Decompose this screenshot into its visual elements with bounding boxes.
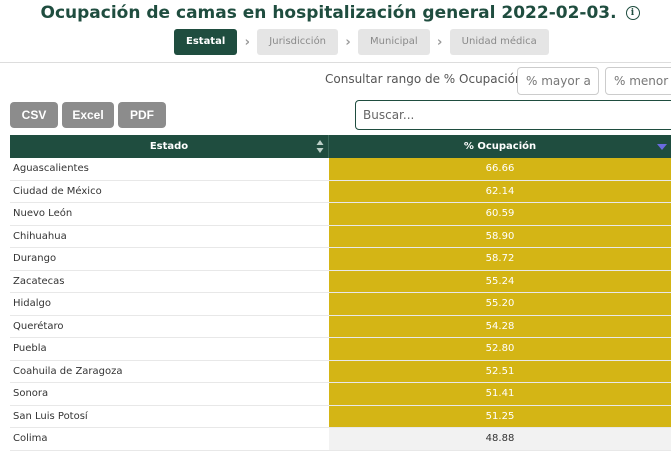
cell-ocupacion: 58.90 xyxy=(329,225,671,247)
cell-estado: Nuevo León xyxy=(13,208,73,219)
excel-button[interactable]: Excel xyxy=(62,102,114,128)
table-row: Aguascalientes 66.66 xyxy=(10,158,671,181)
divider xyxy=(0,62,671,63)
table-header: Estado % Ocupación xyxy=(10,135,671,158)
cell-estado: Hidalgo xyxy=(13,298,52,309)
cell-estado: Colima xyxy=(13,433,48,444)
table-row: Sonora 51.41 xyxy=(10,383,671,406)
table-row: Querétaro 54.28 xyxy=(10,315,671,338)
cell-ocupacion: 66.66 xyxy=(329,158,671,180)
cell-estado: Coahuila de Zaragoza xyxy=(13,365,123,377)
pdf-button[interactable]: PDF xyxy=(118,102,166,128)
table-row: Hidalgo 55.20 xyxy=(10,293,671,316)
level-selector: Estatal › Jurisdicción › Municipal › Uni… xyxy=(174,29,549,55)
cell-ocupacion: 54.28 xyxy=(329,315,671,337)
cell-ocupacion: 52.80 xyxy=(329,338,671,360)
column-label: % Ocupación xyxy=(463,141,537,152)
table-row: Puebla 52.80 xyxy=(10,338,671,361)
cell-estado: Aguascalientes xyxy=(13,163,89,174)
table-row: Colima 48.88 xyxy=(10,428,671,451)
cell-estado: Zacatecas xyxy=(13,275,65,287)
page-title: Ocupación de camas en hospitalización ge… xyxy=(0,3,671,23)
cell-ocupacion: 55.24 xyxy=(329,270,671,292)
chevron-right-icon: › xyxy=(244,34,250,50)
level-municipal-button[interactable]: Municipal xyxy=(358,29,430,55)
cell-estado: Ciudad de México xyxy=(13,185,102,197)
table-row: Nuevo León 60.59 xyxy=(10,203,671,226)
column-label: Estado xyxy=(149,141,189,152)
sort-desc-icon[interactable] xyxy=(657,144,667,150)
cell-ocupacion: 58.72 xyxy=(329,248,671,270)
title-date: 2022-02-03. xyxy=(501,3,617,23)
cell-estado: Puebla xyxy=(13,343,47,354)
cell-ocupacion: 52.51 xyxy=(329,360,671,382)
sort-both-icon[interactable] xyxy=(316,139,324,154)
table-row: San Luis Potosí 51.25 xyxy=(10,405,671,428)
table-row: Coahuila de Zaragoza 52.51 xyxy=(10,360,671,383)
chevron-right-icon: › xyxy=(345,34,351,50)
table-row: Ciudad de México 62.14 xyxy=(10,180,671,203)
table-row: Durango 58.72 xyxy=(10,248,671,271)
cell-ocupacion: 51.25 xyxy=(329,405,671,427)
cell-ocupacion: 48.88 xyxy=(329,428,671,450)
table-row: Zacatecas 55.24 xyxy=(10,270,671,293)
range-max-input[interactable]: % menor a xyxy=(605,67,671,95)
table-row: Chihuahua 58.90 xyxy=(10,225,671,248)
cell-ocupacion: 60.59 xyxy=(329,203,671,225)
occupancy-table: Estado % Ocupación Aguascalientes 66.66 Ci… xyxy=(10,135,671,451)
cell-estado: Durango xyxy=(13,253,57,264)
cell-ocupacion: 51.41 xyxy=(329,383,671,405)
cell-estado: Querétaro xyxy=(13,320,64,332)
level-unidad-medica-button[interactable]: Unidad médica xyxy=(449,29,549,55)
table-body: Aguascalientes 66.66 Ciudad de México 62.14… xyxy=(10,158,671,451)
cell-estado: San Luis Potosí xyxy=(13,410,88,422)
cell-estado: Chihuahua xyxy=(13,230,67,242)
csv-button[interactable]: CSV xyxy=(10,102,58,128)
level-jurisdiccion-button[interactable]: Jurisdicción xyxy=(257,29,339,55)
column-header-estado[interactable]: Estado xyxy=(10,135,329,158)
cell-estado: Sonora xyxy=(13,388,49,399)
cell-ocupacion: 55.20 xyxy=(329,293,671,315)
column-header-ocupacion[interactable]: % Ocupación xyxy=(329,135,671,158)
cell-ocupacion: 62.14 xyxy=(329,180,671,202)
chevron-right-icon: › xyxy=(436,34,443,50)
info-circle-icon[interactable]: i xyxy=(625,6,640,20)
range-min-input[interactable]: % mayor a xyxy=(517,67,599,95)
range-label: Consultar rango de % Ocupación: xyxy=(325,72,527,86)
title-text: Ocupación de camas en hospitalización ge… xyxy=(40,3,496,23)
search-input[interactable]: Buscar... xyxy=(355,100,671,130)
level-estatal-button[interactable]: Estatal xyxy=(174,29,238,55)
